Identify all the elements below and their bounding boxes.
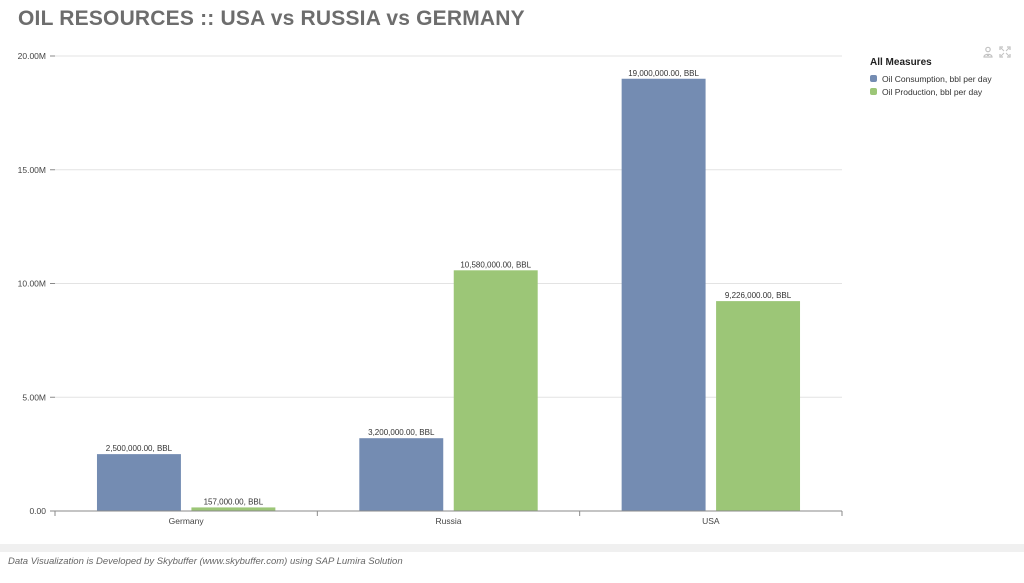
y-tick-label: 0.00 bbox=[29, 506, 46, 516]
data-label: 10,580,000.00, BBL bbox=[460, 260, 531, 269]
y-axis-ticks: 0.00 5.00M 10.00M 15.00M 20.00M bbox=[18, 51, 55, 516]
bar bbox=[621, 78, 706, 511]
bar bbox=[716, 301, 801, 511]
legend-title: All Measures bbox=[870, 57, 932, 68]
page-title: OIL RESOURCES :: USA vs RUSSIA vs GERMAN… bbox=[18, 7, 525, 30]
bar bbox=[359, 438, 444, 511]
chart-tools bbox=[982, 46, 1011, 58]
data-label: 3,200,000.00, BBL bbox=[368, 428, 435, 437]
data-labels: 2,500,000.00, BBL 157,000.00, BBL 3,200,00… bbox=[106, 69, 792, 507]
bar bbox=[96, 454, 181, 511]
data-label: 157,000.00, BBL bbox=[204, 497, 264, 506]
legend-label-consumption: Oil Consumption, bbl per day bbox=[882, 73, 992, 84]
legend: All Measures Oil Consumption, bbl per da… bbox=[870, 57, 992, 98]
legend-swatch-production bbox=[870, 88, 877, 95]
expand-icon[interactable] bbox=[999, 46, 1011, 58]
legend-swatch-consumption bbox=[870, 75, 877, 82]
x-tick-label: Germany bbox=[169, 516, 205, 526]
settings-person-icon[interactable] bbox=[982, 46, 994, 58]
grid-lines bbox=[55, 55, 842, 398]
x-tick-label: Russia bbox=[436, 516, 462, 526]
legend-item-consumption[interactable]: Oil Consumption, bbl per day bbox=[870, 72, 992, 85]
y-tick-label: 10.00M bbox=[18, 279, 46, 289]
x-axis: Germany Russia USA bbox=[54, 510, 843, 526]
footer-credit: Data Visualization is Developed by Skybu… bbox=[8, 556, 403, 567]
bar bbox=[191, 507, 276, 511]
y-tick-label: 15.00M bbox=[18, 165, 46, 175]
data-label: 19,000,000.00, BBL bbox=[628, 69, 699, 78]
data-label: 2,500,000.00, BBL bbox=[106, 444, 173, 453]
bar bbox=[453, 270, 538, 511]
legend-label-production: Oil Production, bbl per day bbox=[882, 86, 983, 97]
footer-bar bbox=[0, 544, 1024, 552]
x-tick-label: USA bbox=[702, 516, 720, 526]
legend-item-production[interactable]: Oil Production, bbl per day bbox=[870, 85, 992, 98]
y-tick-label: 20.00M bbox=[18, 51, 46, 61]
y-tick-label: 5.00M bbox=[22, 392, 46, 402]
data-label: 9,226,000.00, BBL bbox=[725, 291, 792, 300]
bars bbox=[96, 78, 801, 511]
